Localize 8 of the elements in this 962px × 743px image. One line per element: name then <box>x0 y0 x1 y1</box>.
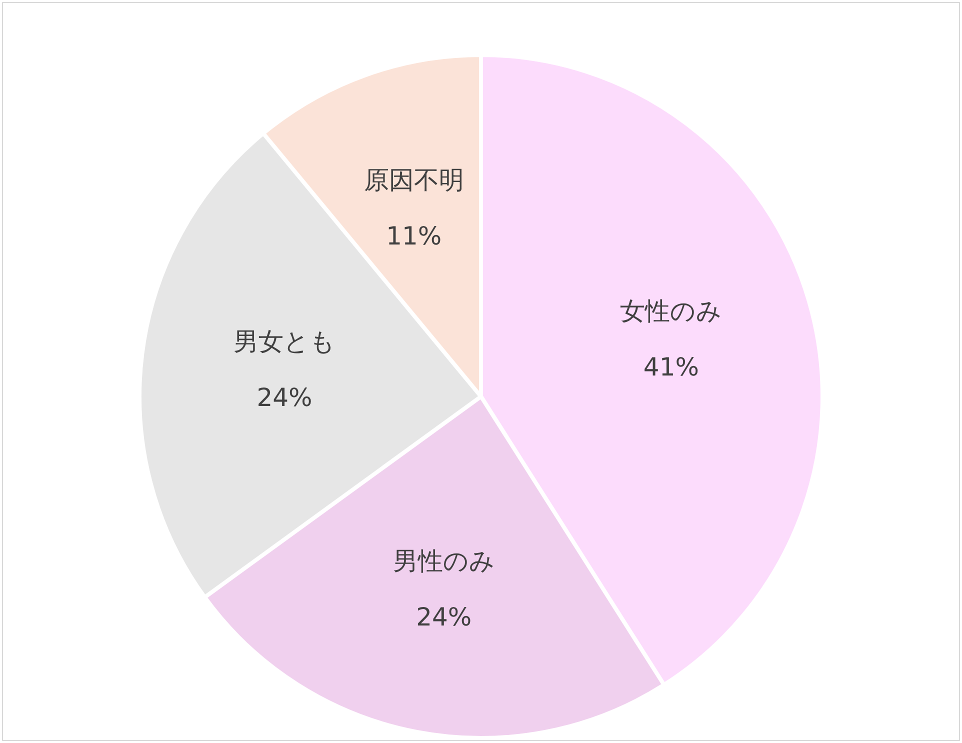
data-label: 24% <box>256 383 312 412</box>
slice-label: 原因不明 <box>364 166 464 195</box>
slice-label: 男女とも <box>233 327 336 356</box>
data-label: 41% <box>643 352 699 382</box>
slice-label: 男性のみ <box>392 546 495 576</box>
slice-label: 女性のみ <box>620 296 722 326</box>
data-label: 24% <box>416 602 472 632</box>
data-label: 11% <box>386 222 442 251</box>
